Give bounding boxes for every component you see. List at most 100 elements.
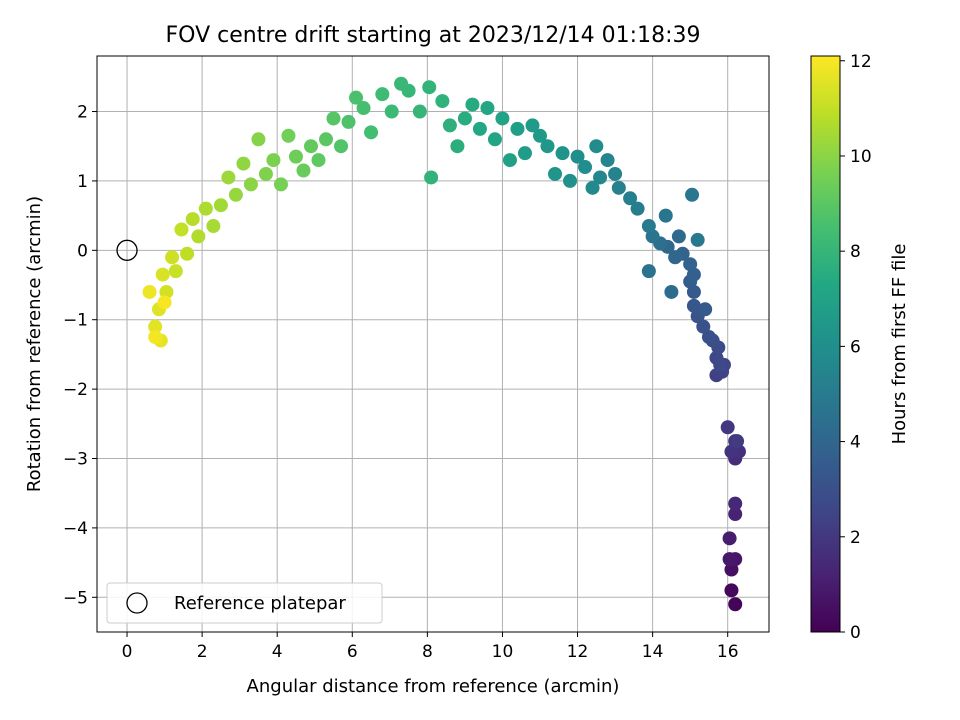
colorbar-tick-label: 10 [850, 147, 872, 167]
data-point [532, 128, 547, 143]
data-point [641, 264, 656, 279]
data-point [720, 420, 735, 435]
data-point [593, 170, 608, 185]
y-tick-label: −3 [63, 450, 88, 470]
data-point [356, 101, 371, 116]
plot-background [97, 56, 769, 632]
x-tick-label: 4 [272, 642, 283, 662]
data-point [174, 222, 189, 237]
data-point [457, 111, 472, 126]
data-point [424, 170, 439, 185]
data-point [281, 128, 296, 143]
data-point [243, 177, 258, 192]
data-point [722, 531, 737, 546]
data-point [696, 319, 711, 334]
data-point [698, 302, 713, 317]
chart-title: FOV centre drift starting at 2023/12/14 … [166, 23, 701, 48]
x-tick-label: 16 [717, 642, 739, 662]
x-tick-label: 6 [347, 642, 358, 662]
data-point [555, 146, 570, 161]
data-point [683, 257, 698, 272]
x-tick-label: 12 [567, 642, 589, 662]
data-point [472, 121, 487, 136]
x-tick-label: 0 [122, 642, 133, 662]
data-point [502, 153, 517, 168]
data-point [623, 191, 638, 206]
data-point [730, 434, 745, 449]
data-point [608, 166, 623, 181]
y-tick-label: −2 [63, 380, 88, 400]
y-tick-label: 0 [77, 241, 88, 261]
x-tick-label: 2 [197, 642, 208, 662]
data-point [685, 187, 700, 202]
data-point [686, 298, 701, 313]
data-point [510, 121, 525, 136]
data-point [375, 87, 390, 102]
data-point [701, 330, 716, 345]
data-point [394, 76, 409, 91]
colorbar-tick-label: 2 [850, 528, 861, 548]
y-axis-label: Rotation from reference (arcmin) [24, 196, 45, 492]
colorbar-label: Hours from first FF file [889, 244, 910, 445]
data-point [206, 219, 221, 234]
colorbar-tick-label: 0 [850, 623, 861, 643]
data-point [517, 146, 532, 161]
data-point [334, 139, 349, 154]
data-point [525, 118, 540, 133]
data-point [228, 187, 243, 202]
data-point [641, 219, 656, 234]
colorbar-tick-label: 4 [850, 433, 861, 453]
y-tick-label: −4 [63, 519, 88, 539]
data-point [450, 139, 465, 154]
x-tick-label: 14 [642, 642, 664, 662]
data-point [722, 552, 737, 567]
data-point [168, 264, 183, 279]
data-point [266, 153, 281, 168]
data-point [288, 149, 303, 164]
data-points [142, 76, 746, 612]
data-point [191, 229, 206, 244]
data-point [251, 132, 266, 147]
x-tick-label: 8 [422, 642, 433, 662]
data-point [384, 104, 399, 119]
data-point [728, 597, 743, 612]
data-point [465, 97, 480, 112]
colorbar-tick-label: 12 [850, 52, 872, 72]
data-point [148, 319, 163, 334]
data-point [349, 90, 364, 105]
data-point [570, 149, 585, 164]
data-point [364, 125, 379, 140]
data-point [142, 284, 157, 299]
y-tick-label: −5 [63, 588, 88, 608]
data-point [319, 132, 334, 147]
data-point [148, 330, 163, 345]
data-point [273, 177, 288, 192]
data-point [258, 166, 273, 181]
y-tick-label: −1 [63, 311, 88, 331]
data-point [180, 246, 195, 261]
data-point [658, 208, 673, 223]
y-axis-ticks: 2 1 0 −1 −2 −3 −4 −5 [63, 103, 97, 608]
plot-frame [96, 55, 770, 633]
reference-marker [116, 239, 138, 261]
data-point [724, 583, 739, 598]
data-point [589, 139, 604, 154]
data-point [600, 153, 615, 168]
data-point [664, 284, 679, 299]
data-point [690, 232, 705, 247]
legend-marker [126, 592, 148, 614]
data-point [198, 201, 213, 216]
data-point [728, 496, 743, 511]
data-point [296, 163, 311, 178]
data-point [221, 170, 236, 185]
data-point [157, 295, 172, 310]
data-point [303, 139, 318, 154]
data-point [563, 173, 578, 188]
data-point [495, 111, 510, 126]
data-point [671, 229, 686, 244]
data-point [341, 114, 356, 129]
data-point [668, 250, 683, 265]
data-point [435, 94, 450, 109]
legend-box [106, 582, 383, 624]
data-point [165, 250, 180, 265]
